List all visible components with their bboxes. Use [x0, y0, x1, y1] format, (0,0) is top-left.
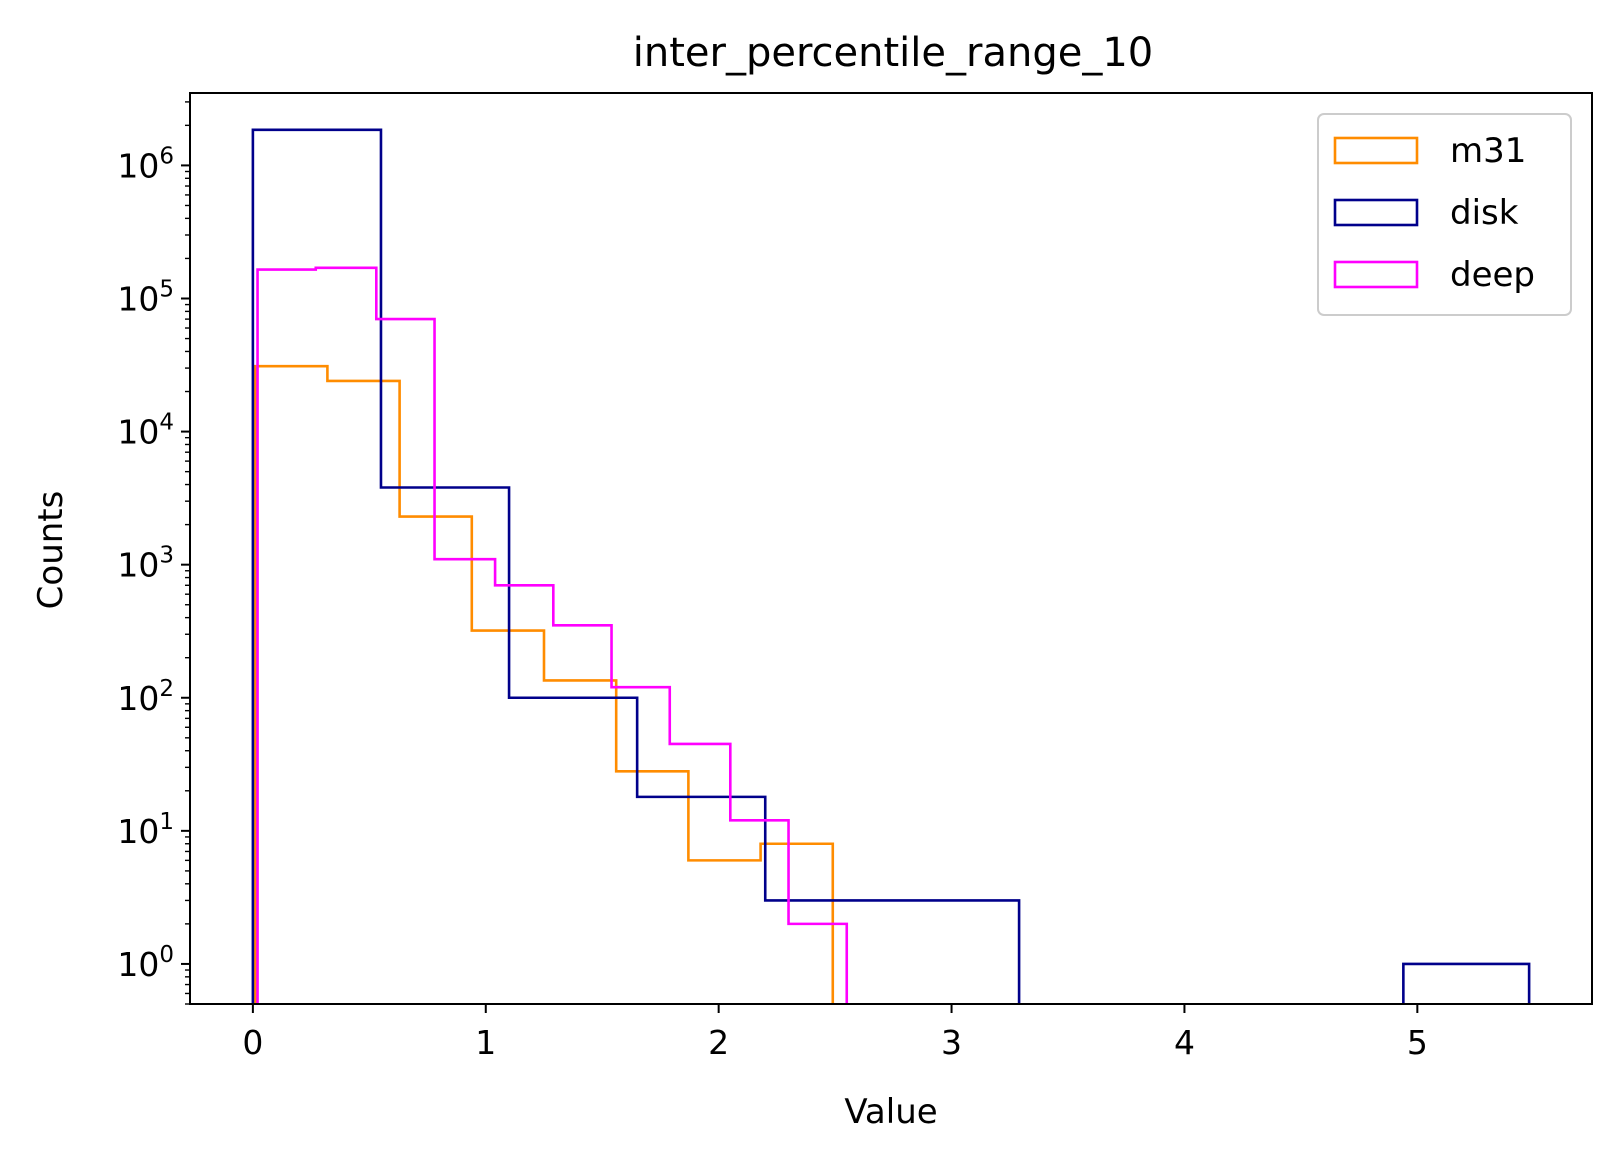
legend-label-disk: disk	[1450, 193, 1519, 233]
legend-swatch-deep	[1333, 260, 1419, 289]
legend: m31 disk deep	[1317, 113, 1572, 316]
y-tick-label: 104	[117, 410, 174, 452]
y-tick-label: 106	[117, 143, 174, 185]
y-tick-label: 100	[117, 942, 174, 984]
y-tick-label: 102	[117, 676, 174, 718]
legend-label-deep: deep	[1450, 255, 1535, 295]
legend-label-m31: m31	[1450, 131, 1526, 171]
plot-frame	[189, 92, 1593, 1005]
histogram-step-deep	[256, 266, 849, 1004]
histogram-step-disk	[251, 128, 1021, 1004]
legend-swatch-m31	[1333, 136, 1419, 165]
y-tick-label: 101	[117, 809, 174, 851]
y-tick-label: 103	[117, 543, 174, 585]
x-tick-label: 5	[1407, 1023, 1428, 1062]
x-axis-ticks: 0 1 2 3 4 5	[242, 1004, 1428, 1062]
series-deep	[256, 266, 849, 1004]
x-axis-label: Value	[844, 1092, 937, 1132]
x-tick-label: 2	[708, 1023, 729, 1062]
y-tick-label: 105	[117, 276, 174, 318]
x-tick-label: 1	[475, 1023, 496, 1062]
x-tick-label: 3	[941, 1023, 962, 1062]
x-tick-label: 0	[242, 1023, 263, 1062]
y-axis-label: Counts	[31, 491, 71, 610]
histogram-step-m31	[253, 364, 835, 1004]
y-axis-ticks: 100 101 102 103 104 105 106	[117, 101, 190, 1005]
x-tick-label: 4	[1174, 1023, 1195, 1062]
series-m31	[253, 364, 835, 1004]
chart-title: inter_percentile_range_10	[633, 30, 1153, 76]
legend-swatch-disk	[1333, 198, 1419, 227]
